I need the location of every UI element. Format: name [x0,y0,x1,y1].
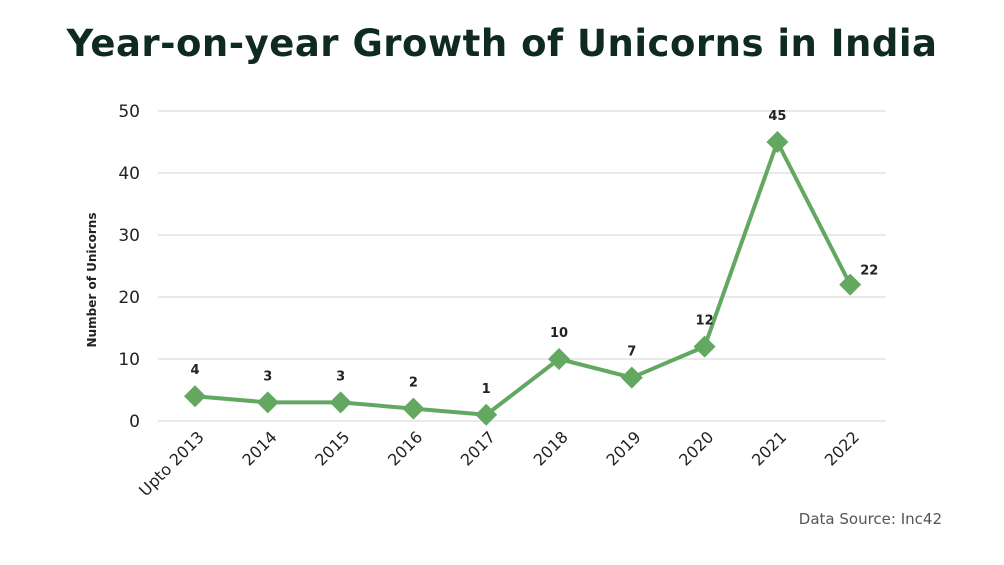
x-axis-ticks: Upto 2013 2014 2015 2016 2017 2018 2019 2020 202… [135,427,863,500]
chart-title: Year-on-year Growth of Unicorns in India [66,22,938,65]
data-source-note: Data Source: Inc42 [798,510,942,528]
data-point-marker [329,391,352,414]
x-tick-label: Upto 2013 [135,427,208,500]
y-tick-label: 30 [118,226,140,246]
y-tick-label: 10 [118,350,140,370]
data-point-marker [766,131,789,153]
data-point-marker [839,273,862,296]
x-tick-label: 2018 [530,427,572,469]
series-line-path [193,140,853,417]
data-point-marker [256,391,279,414]
data-label: 22 [860,264,878,279]
x-tick-label: 2020 [675,427,717,469]
data-label: 7 [627,345,636,360]
x-tick-label: 2021 [748,427,790,469]
y-tick-label: 0 [129,412,140,432]
data-point-marker [184,385,206,408]
data-label: 1 [482,382,491,397]
x-tick-label: 2014 [238,427,280,469]
data-point-marker [548,348,570,370]
data-label: 10 [550,326,568,341]
data-label: 3 [263,369,272,384]
data-labels: 4 3 3 2 1 10 7 12 45 22 [190,109,878,397]
x-tick-label: 2022 [821,427,863,469]
y-tick-label: 50 [118,102,140,122]
x-tick-label: 2015 [311,427,353,469]
data-label: 12 [696,314,714,329]
data-point-marker [475,403,498,426]
data-label: 3 [336,369,345,384]
data-point-marker [402,397,425,420]
x-tick-label: 2019 [602,427,644,469]
data-label: 2 [409,376,418,391]
series-line [193,140,853,417]
gridlines [158,110,886,422]
x-tick-label: 2016 [384,427,426,469]
y-axis-ticks: 0 10 20 30 40 50 [118,102,140,432]
y-axis-label: Number of Unicorns [85,213,99,348]
data-point-marker [693,335,716,358]
data-label: 4 [190,363,199,378]
series-markers [184,131,862,426]
y-tick-label: 20 [118,288,140,308]
data-point-marker [620,366,643,389]
data-label: 45 [768,109,786,124]
x-tick-label: 2017 [457,427,499,469]
y-tick-label: 40 [118,164,140,184]
